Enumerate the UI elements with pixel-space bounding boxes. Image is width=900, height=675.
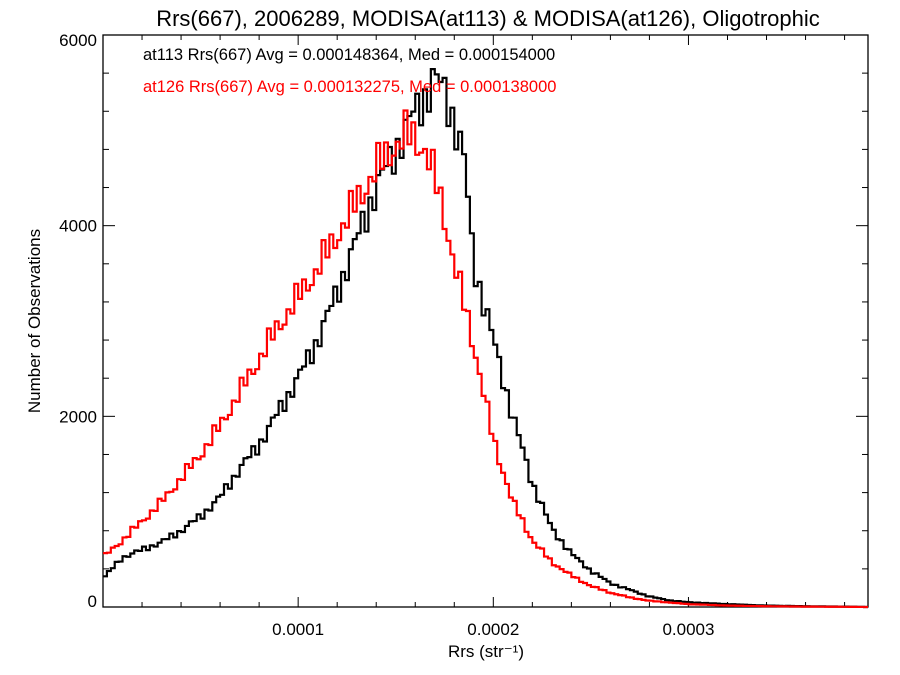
legend-at126-stats: at126 Rrs(667) Avg = 0.000132275, Med = … — [143, 78, 556, 96]
series-at126-line — [103, 109, 868, 609]
y-tick-label: 6000 — [59, 31, 97, 50]
x-tick-label: 0.0003 — [662, 620, 714, 639]
y-tick-label: 4000 — [59, 217, 97, 236]
x-tick-label: 0.0001 — [272, 620, 324, 639]
y-tick-label: 2000 — [59, 407, 97, 426]
y-tick-label: 0 — [88, 592, 97, 611]
series-layer — [103, 68, 868, 609]
series-at113-line — [103, 68, 868, 609]
chart-title: Rrs(667), 2006289, MODISA(at113) & MODIS… — [156, 6, 820, 31]
y-axis-label: Number of Observations — [25, 229, 44, 413]
plot-frame — [102, 34, 869, 608]
axis-ticks — [103, 35, 868, 607]
x-axis-label: Rrs (str⁻¹) — [448, 642, 524, 661]
legend-at113-stats: at113 Rrs(667) Avg = 0.000148364, Med = … — [143, 46, 555, 64]
x-tick-label: 0.0002 — [467, 620, 519, 639]
tick-labels: 0.0001 0.0002 0.0003 0 2000 4000 6000 — [59, 31, 714, 639]
